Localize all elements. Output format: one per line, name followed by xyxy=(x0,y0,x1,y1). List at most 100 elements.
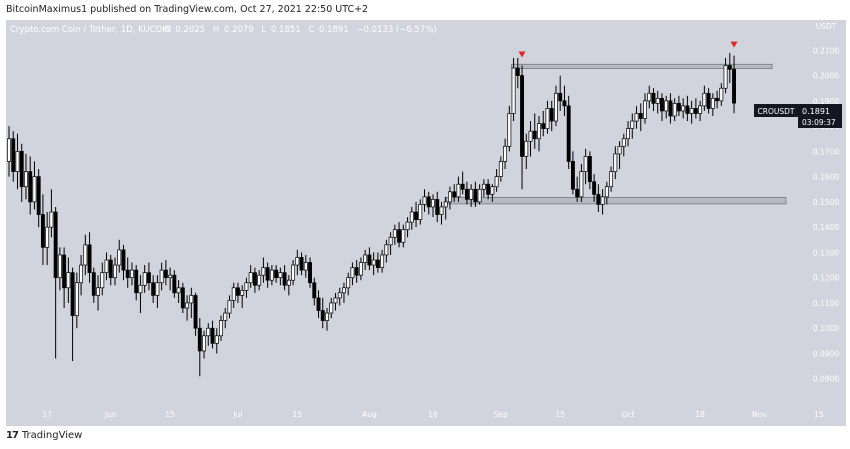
brand-name[interactable]: TradingView xyxy=(21,430,83,441)
candle-body xyxy=(537,123,541,140)
candle-body xyxy=(481,183,486,190)
candle-body xyxy=(583,156,588,172)
candle-body xyxy=(719,87,724,102)
candle-body xyxy=(660,97,664,112)
candle-body xyxy=(566,105,571,162)
candle-body xyxy=(70,272,75,316)
candle-body xyxy=(668,100,673,117)
candle-body xyxy=(329,302,334,314)
candle-body xyxy=(346,277,351,289)
candle-body xyxy=(180,287,185,309)
candle-body xyxy=(401,229,406,243)
candle-body xyxy=(282,272,287,286)
y-tick-label: 0.2000 xyxy=(813,72,839,81)
candle-body xyxy=(710,97,715,109)
candle-body xyxy=(706,92,711,109)
x-tick-label: Jun xyxy=(104,410,117,419)
y-tick-label: 0.1400 xyxy=(813,223,839,232)
candle-body xyxy=(257,274,262,286)
candle-body xyxy=(117,249,122,266)
candle-body xyxy=(130,269,134,279)
candle-body xyxy=(380,254,385,268)
x-tick-label: 15 xyxy=(555,410,565,419)
candle-body xyxy=(579,171,584,198)
ohlc-low-label: L xyxy=(261,25,266,35)
candle-body xyxy=(638,113,643,119)
rejection-marker xyxy=(730,41,738,48)
candle-body xyxy=(723,65,728,89)
candle-body xyxy=(303,262,308,271)
candle-body xyxy=(125,269,130,279)
y-tick-label: 0.1900 xyxy=(813,97,839,106)
svg-text:O 0.2025 H: O 0.2025 H 0.2079 L 0.1851 C 0.1891 −0.0… xyxy=(164,25,437,35)
candle-body xyxy=(11,138,16,172)
ohlc-open-value: 0.2025 xyxy=(175,25,205,35)
plot-area xyxy=(6,20,798,404)
candle-body xyxy=(210,327,215,344)
candle-body xyxy=(384,244,389,256)
rejection-marker xyxy=(518,51,526,58)
tradingview-logo-icon[interactable]: 17 xyxy=(6,430,19,441)
y-tick-label: 0.1700 xyxy=(813,147,839,156)
candle-body xyxy=(189,295,194,304)
candle-body xyxy=(426,196,431,208)
candle-body xyxy=(727,65,732,70)
candle-body xyxy=(532,130,537,140)
candle-body xyxy=(261,267,266,276)
candle-body xyxy=(609,171,614,188)
candle-body xyxy=(265,267,270,281)
candlestick-chart[interactable]: Crypto.com Coin / Tether, 1D, KUCOIN O 0… xyxy=(6,20,846,426)
candle-body xyxy=(392,229,397,238)
candle-body xyxy=(248,272,253,284)
ohlc-change: −0.0133 (−6.57%) xyxy=(356,25,436,35)
candle-body xyxy=(193,295,198,329)
candle-body xyxy=(62,254,67,289)
candle-body xyxy=(138,284,143,294)
y-tick-label: 0.0900 xyxy=(813,349,839,358)
candle-body xyxy=(7,138,11,162)
x-tick-label: 16 xyxy=(428,410,438,419)
candle-body xyxy=(269,269,274,281)
y-tick-label: 0.1000 xyxy=(813,324,839,333)
candle-body xyxy=(312,282,317,299)
candle-body xyxy=(681,105,686,112)
candle-body xyxy=(325,312,329,321)
candle-body xyxy=(515,67,520,76)
candle-body xyxy=(358,262,363,276)
currency-label: USDT xyxy=(816,22,837,31)
candle-body xyxy=(596,193,601,205)
candle-body xyxy=(176,287,181,294)
candle-body xyxy=(363,254,368,263)
x-tick-label: Sep xyxy=(494,410,508,419)
ohlc-close-value: 0.1891 xyxy=(319,25,349,35)
candle-body xyxy=(121,249,126,271)
candle-body xyxy=(558,92,563,102)
candle-body xyxy=(108,259,113,279)
candle-body xyxy=(151,282,156,296)
x-axis[interactable]: 17 Jun 15 Jul 15 Aug 16 Sep 15 Oct 18 Nov 15 xyxy=(6,404,846,426)
zones-layer xyxy=(444,63,787,205)
chart-panel[interactable]: Crypto.com Coin / Tether, 1D, KUCOIN O 0… xyxy=(6,20,846,426)
candle-body xyxy=(375,259,380,268)
x-tick-label: 18 xyxy=(695,410,705,419)
symbol-tag-text: CROUSDT xyxy=(758,107,795,116)
candle-body xyxy=(236,287,240,296)
x-tick-label: Nov xyxy=(752,410,767,419)
resistance-zone xyxy=(511,63,773,69)
candle-body xyxy=(486,183,491,195)
candle-body xyxy=(291,264,296,281)
price-tag xyxy=(798,104,842,128)
candle-body xyxy=(698,105,703,114)
candle-body xyxy=(617,145,622,155)
candle-body xyxy=(477,188,482,203)
candle-body xyxy=(651,92,656,104)
y-axis[interactable]: USDT 0.21000.20000.19000.18000.17000.160… xyxy=(798,20,846,426)
candle-body xyxy=(28,171,33,203)
symbol-line: Crypto.com Coin / Tether, 1D, KUCOIN xyxy=(10,25,171,35)
candle-body xyxy=(295,257,300,266)
y-tick-label: 0.1600 xyxy=(813,173,839,182)
ohlc-close-label: C xyxy=(308,25,314,35)
candle-body xyxy=(435,199,440,215)
candle-body xyxy=(168,274,173,279)
candle-body xyxy=(278,272,283,279)
